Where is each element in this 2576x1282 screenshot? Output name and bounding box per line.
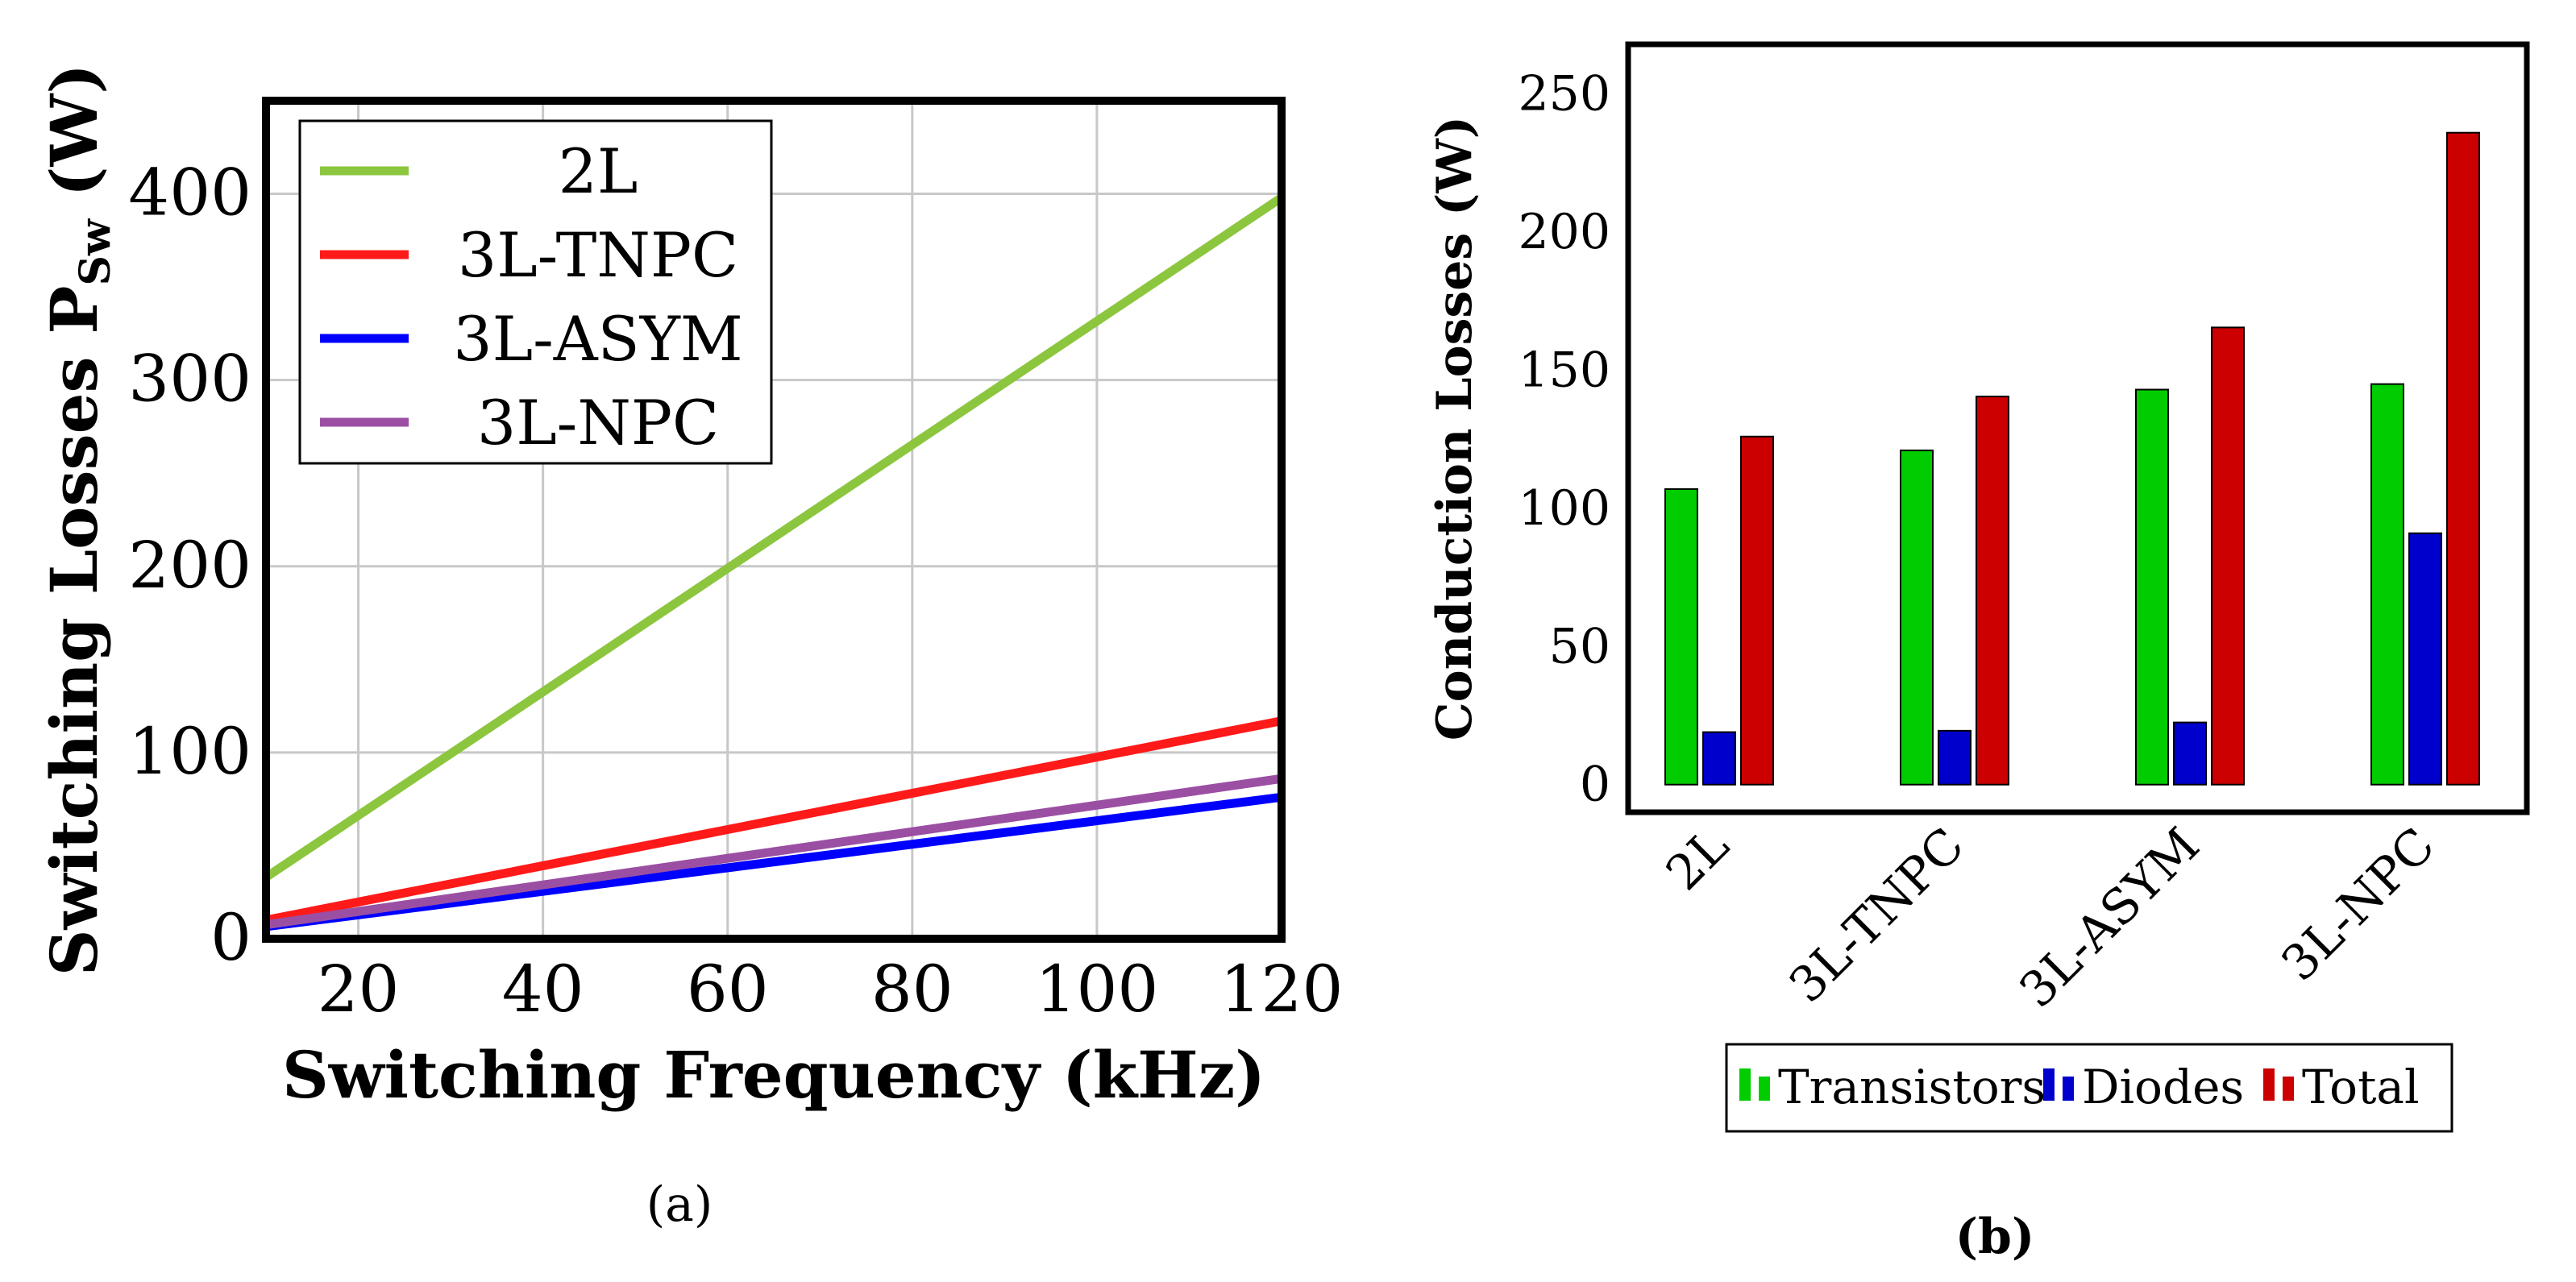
y-tick-label-0: 0	[210, 900, 251, 975]
y-tick-label-50: 50	[1549, 618, 1610, 674]
bar-3l-tnpc-transistors	[1900, 449, 1934, 786]
x-tick-label-2l: 2L	[1656, 817, 1740, 902]
legend-label-3l-asym: 3L-ASYM	[453, 303, 742, 375]
x-tick-label-80: 80	[871, 952, 954, 1027]
y-tick-label-100: 100	[1518, 480, 1610, 537]
chart-b-conduction-losses: 0 50 100 150 200 250 2L 3L-TNPC 3L-ASYM 3L-NPC C…	[1427, 41, 2530, 1265]
x-tick-label-120: 120	[1220, 952, 1344, 1027]
bar-3l-tnpc-total	[1976, 396, 2009, 786]
chart-b-frame	[1625, 41, 2530, 815]
legend-label-3l-tnpc: 3L-TNPC	[458, 219, 738, 291]
chart-a-y-axis-title-space	[36, 197, 112, 219]
bar-3l-npc-transistors	[2370, 383, 2404, 786]
series-line-2l	[263, 193, 1285, 882]
y-tick-label-250: 250	[1518, 66, 1610, 122]
chart-a-switching-losses: 20 40 60 80 100 120 0 100 200 300 400 Switching F…	[36, 64, 1343, 1233]
y-tick-label-150: 150	[1518, 342, 1610, 399]
bar-3l-asym-diodes	[2173, 721, 2207, 786]
y-tick-label-0: 0	[1580, 757, 1610, 813]
bar-3l-asym-total	[2211, 326, 2245, 786]
series-line-3l-asym	[265, 792, 1282, 931]
legend-label-3l-npc: 3L-NPC	[477, 387, 719, 458]
chart-a-y-ticks: 0 100 200 300 400	[128, 156, 251, 975]
chart-b-legend-box	[1725, 1043, 2453, 1133]
legend-label-diodes: Diodes	[2082, 1060, 2244, 1114]
y-tick-label-100: 100	[128, 714, 251, 789]
bar-3l-npc-diodes	[2408, 532, 2442, 786]
legend-swatch-total-a	[2263, 1068, 2275, 1101]
chart-a-legend-box	[298, 119, 773, 465]
y-tick-label-300: 300	[128, 342, 251, 417]
legend-swatch-diodes-b	[2063, 1077, 2074, 1101]
x-tick-label-3l-asym: 3L-ASYM	[2009, 817, 2210, 1019]
legend-swatch-transistors-a	[1739, 1068, 1751, 1101]
chart-a-frame	[262, 97, 1286, 943]
bar-2l-total	[1740, 435, 1774, 786]
x-tick-label-20: 20	[318, 952, 400, 1027]
chart-b-y-ticks: 0 50 100 150 200 250	[1518, 66, 1610, 813]
chart-a-y-axis-title-subscript: Sw	[71, 218, 120, 286]
chart-a-x-axis-title: Switching Frequency (kHz)	[282, 1037, 1265, 1113]
bar-3l-tnpc-diodes	[1938, 729, 1971, 786]
x-tick-label-3l-npc: 3L-NPC	[2271, 817, 2445, 992]
chart-b-legend: Transistors Diodes Total	[1725, 1043, 2453, 1133]
chart-b-bars	[1664, 131, 2480, 786]
chart-a-caption: (a)	[646, 1176, 713, 1233]
bar-2l-diodes	[1702, 731, 1736, 786]
legend-label-transistors: Transistors	[1778, 1060, 2046, 1114]
legend-label-2l: 2L	[559, 135, 638, 207]
chart-b-y-axis-title: Conduction Losses (W)	[1427, 116, 1483, 741]
series-line-3l-tnpc	[264, 716, 1283, 925]
bar-3l-npc-total	[2446, 131, 2480, 786]
chart-a-legend: 2L 3L-TNPC 3L-ASYM 3L-NPC	[298, 119, 773, 465]
chart-b-x-ticks: 2L 3L-TNPC 3L-ASYM 3L-NPC	[1656, 817, 2446, 1019]
chart-a-y-axis-title-main: Switching Losses P	[36, 285, 112, 976]
legend-swatch-diodes-a	[2043, 1068, 2055, 1101]
legend-swatch-total-b	[2283, 1077, 2294, 1101]
series-line-3l-npc	[265, 774, 1282, 930]
y-tick-label-200: 200	[1518, 204, 1610, 260]
chart-a-y-axis-title-unit: (W)	[36, 64, 112, 197]
chart-a-x-ticks: 20 40 60 80 100 120	[318, 952, 1344, 1027]
y-tick-label-200: 200	[128, 528, 251, 603]
x-tick-label-40: 40	[502, 952, 584, 1027]
chart-b-caption: (b)	[1955, 1209, 2035, 1265]
chart-a-y-axis-title: Switching Losses PSw (W)	[36, 64, 120, 977]
bar-2l-transistors	[1664, 487, 1698, 786]
legend-swatch-transistors-b	[1759, 1077, 1770, 1101]
y-tick-label-400: 400	[128, 156, 251, 230]
legend-label-total: Total	[2302, 1060, 2420, 1114]
x-tick-label-3l-tnpc: 3L-TNPC	[1779, 817, 1976, 1014]
chart-a-lines	[263, 193, 1285, 931]
x-tick-label-60: 60	[687, 952, 769, 1027]
x-tick-label-100: 100	[1036, 952, 1159, 1027]
bar-3l-asym-transistors	[2135, 388, 2169, 786]
